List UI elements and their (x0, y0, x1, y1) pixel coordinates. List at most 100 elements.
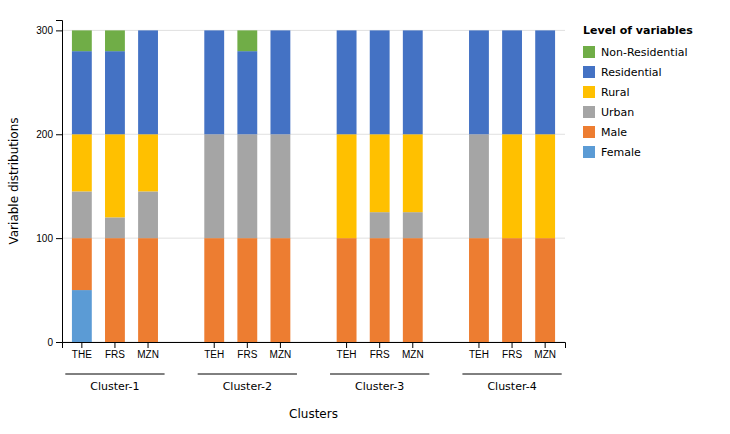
tick-label: MZN (270, 349, 292, 360)
bar-segment (105, 30, 125, 51)
tick-label: 100 (36, 233, 53, 244)
bars (72, 30, 555, 342)
tick: FRS (237, 342, 257, 360)
tick-label: FRS (105, 349, 125, 360)
grid-line (62, 30, 565, 31)
series (72, 290, 92, 342)
tick-label: MZN (534, 349, 556, 360)
bar-segment (105, 134, 125, 217)
tick: TEH (469, 342, 489, 360)
tick: TEH (337, 342, 357, 360)
y-axis: 0 100 200 300 (36, 21, 62, 348)
legend-label: Urban (601, 106, 634, 119)
bar-segment (138, 30, 158, 31)
axis-line (56, 21, 63, 343)
tick: TEH (204, 342, 224, 360)
legend-item: Female (583, 146, 641, 159)
bar-segment (72, 30, 92, 51)
bar-segment (237, 30, 257, 51)
x-axis-title: Clusters (289, 407, 338, 421)
tick-label: TEH (204, 349, 224, 360)
tick: MZN (534, 342, 556, 360)
tick-label: 200 (36, 129, 53, 140)
group-label: Cluster-3 (355, 380, 404, 393)
legend: Level of variables Non-Residential Residen… (583, 24, 693, 159)
bar-segment (535, 238, 555, 342)
legend-item: Rural (583, 86, 629, 99)
tick-mark (280, 342, 281, 348)
bar-segment (270, 238, 290, 342)
tick: MZN (402, 342, 424, 360)
bar-segment (535, 30, 555, 134)
bar-segment (72, 238, 92, 290)
bar-segment (105, 238, 125, 342)
tick: MZN (270, 342, 292, 360)
y-axis-title: Variable distributions (7, 117, 21, 244)
bar-segment (237, 134, 257, 238)
bar-segment (105, 217, 125, 238)
bar-segment (138, 238, 158, 342)
group-bracket (330, 374, 429, 375)
legend-label: Residential (601, 66, 662, 79)
bar-segment (370, 30, 390, 134)
legend-item: Urban (583, 106, 634, 119)
grid-line (62, 134, 565, 135)
group-bracket (65, 374, 164, 375)
bar-segment (370, 212, 390, 238)
legend-swatch (583, 86, 595, 98)
bar-segment (337, 30, 357, 31)
tick: FRS (502, 342, 522, 360)
tick-label: FRS (502, 349, 522, 360)
tick-mark (379, 342, 380, 348)
tick: 300 (36, 25, 62, 36)
bar-segment (105, 51, 125, 134)
tick: FRS (370, 342, 390, 360)
tick-mark (247, 342, 248, 348)
tick: THE (72, 342, 92, 360)
tick-mark (346, 342, 347, 348)
bar-segment (370, 238, 390, 342)
grid-line (62, 238, 565, 239)
bar-segment (237, 238, 257, 342)
group-label: Cluster-1 (90, 380, 139, 393)
legend-swatch (583, 106, 595, 118)
legend-label: Non-Residential (601, 46, 688, 59)
x-axis: THEFRSMZNTEHFRSMZNTEHFRSMZNTEHFRSMZN (63, 342, 566, 360)
tick-mark (56, 342, 62, 343)
plot: 0 100 200 300 THE FRS MZN TEH FRS MZN TEH FRS MZN TEH… (7, 21, 566, 422)
bar-segment (469, 134, 489, 238)
bar-segment (204, 30, 224, 31)
tick: FRS (105, 342, 125, 360)
tick-label: 0 (47, 337, 53, 348)
axis-line (63, 343, 566, 349)
series (72, 238, 555, 342)
legend-label: Female (601, 146, 641, 159)
bar-segment (469, 238, 489, 342)
legend-swatch (583, 146, 595, 158)
bar-segment (469, 30, 489, 31)
legend-swatch (583, 66, 595, 78)
bar-segment (502, 30, 522, 31)
tick-mark (545, 342, 546, 348)
legend-title: Level of variables (583, 24, 693, 37)
bar-segment (337, 30, 357, 134)
bar-segment (403, 212, 423, 238)
bar-segment (370, 30, 390, 31)
bar-segment (270, 30, 290, 134)
bar-segment (72, 191, 92, 238)
bar-segment (403, 134, 423, 212)
tick-label: TEH (469, 349, 489, 360)
bar-segment (337, 238, 357, 342)
tick-mark (81, 342, 82, 348)
bar-segment (270, 134, 290, 238)
tick-mark (114, 342, 115, 348)
group-annotations: Cluster-1Cluster-2Cluster-3Cluster-4 (65, 374, 561, 393)
group-bracket (462, 374, 561, 375)
group-label: Cluster-4 (487, 380, 536, 393)
legend-swatch (583, 126, 595, 138)
bar-segment (403, 238, 423, 342)
tick-mark (512, 342, 513, 348)
bar-segment (138, 30, 158, 134)
group-bracket (198, 374, 297, 375)
bar-segment (337, 134, 357, 238)
